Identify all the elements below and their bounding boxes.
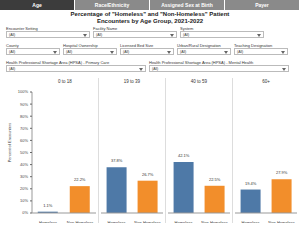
svg-text:90%: 90% xyxy=(20,102,28,107)
html-text:Percent of Encounters: Percent of Encounters xyxy=(6,122,12,163)
svg-text:40%: 40% xyxy=(20,162,28,167)
html-text:Assigned Sex at Birth: Assigned Sex at Birth xyxy=(161,2,213,8)
html-text:Teaching Designation: Teaching Designation xyxy=(234,43,273,48)
html-text:(All): (All) xyxy=(96,33,103,37)
html-text:Race/Ethnicity: Race/Ethnicity xyxy=(94,2,130,8)
svg-text:70%: 70% xyxy=(20,126,28,131)
svg-text:Homeless: Homeless xyxy=(39,220,57,223)
html-text:Encounter Setting: Encounter Setting xyxy=(6,26,38,31)
svg-text:0%: 0% xyxy=(22,210,28,215)
svg-text:20%: 20% xyxy=(20,186,28,191)
html-text:County: County xyxy=(6,43,19,48)
html-text:Percentage of "Homeless" and ": Percentage of "Homeless" and "Non-Homele… xyxy=(70,11,230,24)
html-text:0 to 18: 0 to 18 xyxy=(58,79,72,84)
html-text:19 to 39: 19 to 39 xyxy=(123,79,141,84)
svg-text:60%: 60% xyxy=(20,138,28,143)
html-text:Health Professional Shortage A: Health Professional Shortage Area (HPSA)… xyxy=(149,60,254,65)
svg-text:37.8%: 37.8% xyxy=(111,158,123,163)
svg-text:42.1%: 42.1% xyxy=(178,153,190,158)
svg-text:19.4%: 19.4% xyxy=(245,181,257,186)
svg-text:10%: 10% xyxy=(20,198,28,203)
html-text:Health Professional Shortage A: Health Professional Shortage Area (HPSA)… xyxy=(6,60,110,65)
svg-text:26.7%: 26.7% xyxy=(142,172,154,177)
html-text:System: System xyxy=(180,26,194,31)
html-text:Facility Name: Facility Name xyxy=(93,26,118,31)
html-text:(All): (All) xyxy=(183,33,190,37)
svg-text:50%: 50% xyxy=(20,150,28,155)
svg-text:Non-Homeless: Non-Homeless xyxy=(134,220,160,223)
svg-text:Non-Homeless: Non-Homeless xyxy=(201,220,227,223)
svg-text:Homeless: Homeless xyxy=(242,220,260,223)
html-text:Urban/Rural Designation: Urban/Rural Designation xyxy=(177,43,221,48)
html-text:Payer: Payer xyxy=(255,2,269,8)
html-text:(All): (All) xyxy=(180,50,187,54)
html-text:(All): (All) xyxy=(123,50,130,54)
svg-text:80%: 80% xyxy=(20,114,28,119)
html-text:(All): (All) xyxy=(9,67,16,71)
html-text:(All): (All) xyxy=(237,50,244,54)
html-text:(All): (All) xyxy=(9,50,16,54)
html-text:(All): (All) xyxy=(9,33,16,37)
svg-text:22.2%: 22.2% xyxy=(74,177,86,182)
svg-text:Non-Homeless: Non-Homeless xyxy=(268,220,292,223)
svg-text:1.1%: 1.1% xyxy=(43,203,53,208)
svg-text:Non-Homeless: Non-Homeless xyxy=(67,220,93,223)
html-text:40 to 59: 40 to 59 xyxy=(190,79,208,84)
html-text:(All): (All) xyxy=(66,50,73,54)
html-text:Licensed Bed Size: Licensed Bed Size xyxy=(120,43,154,48)
svg-text:22.5%: 22.5% xyxy=(209,177,221,182)
svg-text:100%: 100% xyxy=(18,89,29,94)
html-text:Age: Age xyxy=(32,2,42,8)
html-text:Hospital Ownership: Hospital Ownership xyxy=(63,43,98,48)
svg-text:30%: 30% xyxy=(20,174,28,179)
svg-text:Homeless: Homeless xyxy=(175,220,193,223)
html-text:(All): (All) xyxy=(152,67,159,71)
svg-text:Homeless: Homeless xyxy=(108,220,126,223)
html-text:60+: 60+ xyxy=(262,79,270,84)
svg-text:27.9%: 27.9% xyxy=(276,170,288,175)
